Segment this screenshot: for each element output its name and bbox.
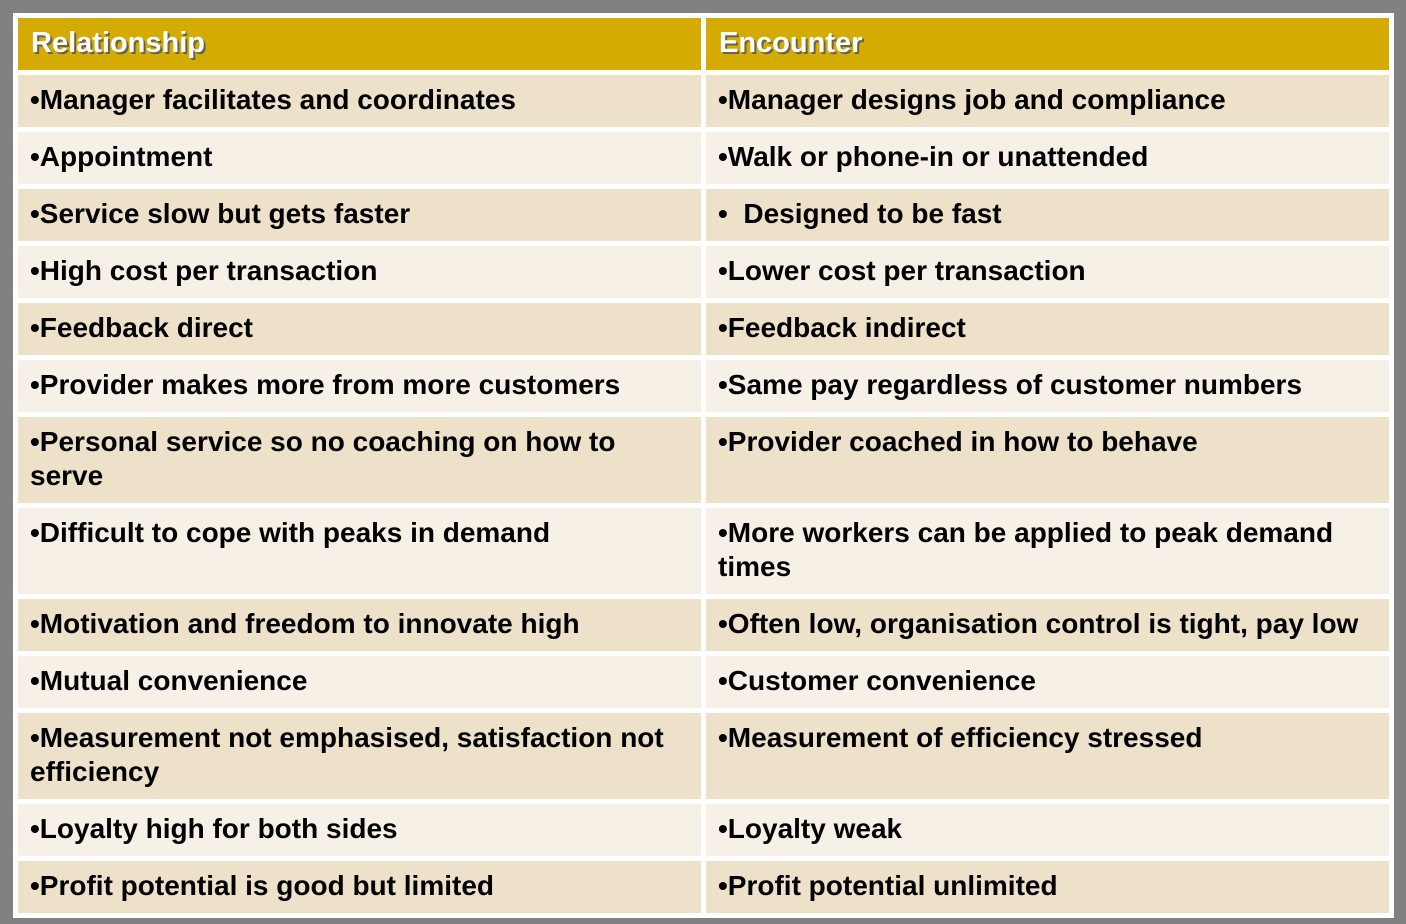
- table-cell-encounter: •Walk or phone-in or unattended: [706, 132, 1389, 184]
- table-cell-encounter: •Profit potential unlimited: [706, 861, 1389, 913]
- table-cell-relationship: •Mutual convenience: [18, 656, 701, 708]
- table-cell-relationship: •Measurement not emphasised, satisfactio…: [18, 713, 701, 799]
- table-row: •Measurement not emphasised, satisfactio…: [18, 713, 1389, 799]
- table-background: Relationship Encounter •Manager facilita…: [13, 13, 1394, 918]
- table-row: •Difficult to cope with peaks in demand •…: [18, 508, 1389, 594]
- table-cell-relationship: •Profit potential is good but limited: [18, 861, 701, 913]
- table-cell-relationship: •Motivation and freedom to innovate high: [18, 599, 701, 651]
- table-cell-relationship: •Manager facilitates and coordinates: [18, 75, 701, 127]
- header-row: Relationship Encounter: [18, 18, 1389, 70]
- table-cell-relationship: •Personal service so no coaching on how …: [18, 417, 701, 503]
- table-row: •Provider makes more from more customers…: [18, 360, 1389, 412]
- table-row: •Appointment •Walk or phone-in or unatten…: [18, 132, 1389, 184]
- table-row: •Manager facilitates and coordinates •Man…: [18, 75, 1389, 127]
- table-cell-encounter: •Same pay regardless of customer numbers: [706, 360, 1389, 412]
- table-row: •Feedback direct •Feedback indirect: [18, 303, 1389, 355]
- table-cell-relationship: •Appointment: [18, 132, 701, 184]
- table-cell-encounter: •Customer convenience: [706, 656, 1389, 708]
- table-cell-relationship: •Provider makes more from more customers: [18, 360, 701, 412]
- table-row: •Service slow but gets faster • Designed …: [18, 189, 1389, 241]
- column-header-encounter: Encounter: [706, 18, 1389, 70]
- table-row: •Mutual convenience •Customer convenience: [18, 656, 1389, 708]
- table-cell-relationship: •Loyalty high for both sides: [18, 804, 701, 856]
- table-cell-encounter: •Measurement of efficiency stressed: [706, 713, 1389, 799]
- table-cell-encounter: •More workers can be applied to peak dem…: [706, 508, 1389, 594]
- table-cell-encounter: •Manager designs job and compliance: [706, 75, 1389, 127]
- table-row: •High cost per transaction •Lower cost pe…: [18, 246, 1389, 298]
- table-cell-relationship: •Service slow but gets faster: [18, 189, 701, 241]
- table-cell-encounter: •Often low, organisation control is tigh…: [706, 599, 1389, 651]
- table-cell-relationship: •Feedback direct: [18, 303, 701, 355]
- column-header-relationship: Relationship: [18, 18, 701, 70]
- table-row: •Loyalty high for both sides •Loyalty wea…: [18, 804, 1389, 856]
- table-cell-encounter: •Provider coached in how to behave: [706, 417, 1389, 503]
- table-cell-encounter: • Designed to be fast: [706, 189, 1389, 241]
- comparison-table: Relationship Encounter •Manager facilita…: [13, 13, 1394, 918]
- table-row: •Personal service so no coaching on how …: [18, 417, 1389, 503]
- table-row: •Profit potential is good but limited •Pr…: [18, 861, 1389, 913]
- table-cell-encounter: •Loyalty weak: [706, 804, 1389, 856]
- table-cell-encounter: •Lower cost per transaction: [706, 246, 1389, 298]
- table-cell-relationship: •High cost per transaction: [18, 246, 701, 298]
- table-cell-relationship: •Difficult to cope with peaks in demand: [18, 508, 701, 594]
- table-cell-encounter: •Feedback indirect: [706, 303, 1389, 355]
- table-row: •Motivation and freedom to innovate high…: [18, 599, 1389, 651]
